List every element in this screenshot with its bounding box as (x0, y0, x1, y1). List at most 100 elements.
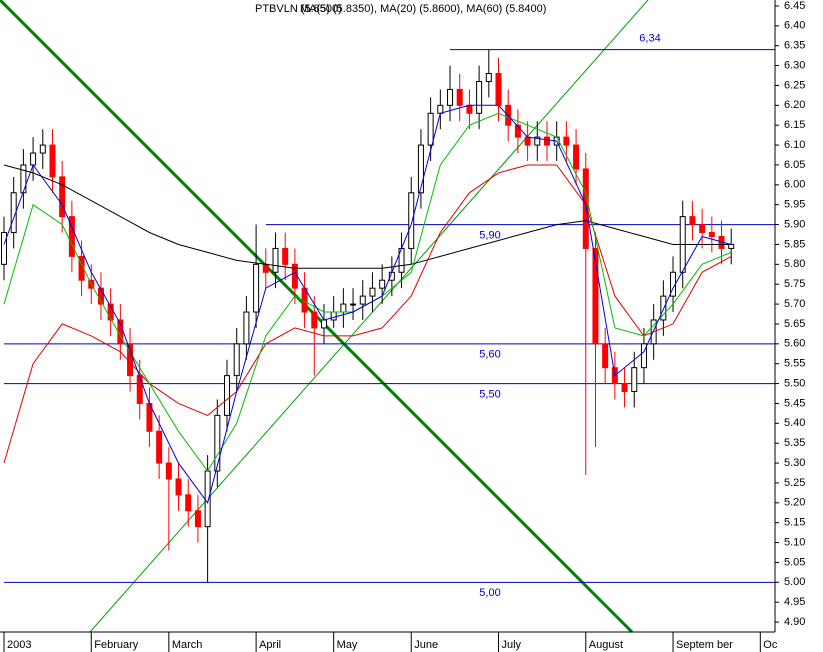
level-label: 5,60 (479, 349, 500, 361)
candle-body (204, 470, 211, 528)
candle-body (534, 136, 541, 146)
y-tick-label: 5.40 (784, 417, 805, 429)
y-tick-label: 6.45 (784, 0, 805, 12)
candle-body (573, 144, 580, 170)
x-tick-label: 2003 (7, 639, 31, 651)
candle-body (185, 494, 192, 512)
candle-body (30, 152, 37, 166)
y-tick-label: 6.25 (784, 79, 805, 91)
candle-body (262, 263, 269, 273)
x-tick-label: April (259, 639, 281, 651)
ma-line (3, 164, 732, 464)
candle-body (699, 224, 706, 234)
candle-body (39, 144, 46, 154)
y-tick-label: 5.55 (784, 358, 805, 370)
x-tick-label: Oc (763, 639, 778, 651)
candle-body (282, 247, 289, 265)
y-tick-label: 5.05 (784, 556, 805, 568)
y-tick-label: 5.15 (784, 517, 805, 529)
y-tick-label: 5.35 (784, 437, 805, 449)
y-tick-label: 5.10 (784, 536, 805, 548)
y-tick-label: 6.30 (784, 59, 805, 71)
y-tick-label: 5.90 (784, 218, 805, 230)
level-label: 5,50 (479, 388, 500, 400)
y-tick-label: 5.00 (784, 576, 805, 588)
x-tick-label: February (94, 639, 139, 651)
candle-body (640, 343, 647, 369)
y-tick-label: 5.70 (784, 298, 805, 310)
candle-body (485, 73, 492, 82)
candle-body (602, 343, 609, 369)
candle-body (379, 279, 386, 289)
candle-body (272, 247, 279, 273)
candle-body (563, 136, 570, 146)
x-tick-label: July (502, 639, 522, 651)
candle-body (369, 287, 376, 297)
candle-body (136, 375, 143, 404)
y-tick-label: 6.35 (784, 40, 805, 52)
candle-body (1, 232, 7, 265)
ma-line (3, 104, 732, 504)
candle-body (10, 192, 17, 234)
candle-body (631, 367, 638, 393)
y-tick-label: 5.75 (784, 278, 805, 290)
candle-body (224, 375, 231, 416)
candle-body (582, 168, 589, 249)
candle-body (592, 247, 599, 345)
y-tick-label: 6.10 (784, 139, 805, 151)
y-tick-label: 5.20 (784, 497, 805, 509)
candle-body (175, 478, 182, 496)
candle-body (514, 124, 521, 138)
y-tick-label: 5.85 (784, 238, 805, 250)
y-tick-label: 5.30 (784, 457, 805, 469)
y-tick-label: 5.60 (784, 338, 805, 350)
y-tick-label: 4.95 (784, 596, 805, 608)
y-tick-label: 5.45 (784, 397, 805, 409)
trend-line (89, 0, 649, 633)
candle-body (660, 295, 667, 321)
candle-body (233, 343, 240, 377)
x-tick-label: May (337, 639, 358, 651)
candle-body (243, 311, 250, 345)
candle-body (417, 144, 424, 194)
candle-body (728, 243, 735, 249)
y-tick-label: 6.05 (784, 159, 805, 171)
candle-body (20, 164, 27, 194)
candle-body (156, 430, 163, 464)
candle-body (689, 216, 696, 226)
candle-body (320, 319, 327, 329)
chart-title: PTBVLN (5.8500) (255, 3, 342, 15)
candle-body (466, 104, 473, 114)
y-tick-label: 6.15 (784, 119, 805, 131)
level-label: 5,90 (479, 229, 500, 241)
candle-body (408, 192, 415, 249)
candle-body (524, 136, 531, 146)
x-tick-label: August (589, 639, 623, 651)
x-tick-label: Septem ber (676, 639, 733, 651)
candle-body (330, 311, 337, 321)
candle-body (495, 73, 502, 106)
y-tick-label: 6.40 (784, 20, 805, 32)
y-tick-label: 5.50 (784, 377, 805, 389)
candle-body (437, 104, 444, 114)
chart-subtitle: MA(5) (5.8350), MA(20) (5.8600), MA(60) … (300, 3, 546, 15)
x-tick-label: March (172, 639, 203, 651)
x-tick-label: June (414, 639, 438, 651)
y-tick-label: 5.80 (784, 258, 805, 270)
level-label: 6,34 (639, 33, 660, 45)
level-label: 5,00 (479, 587, 500, 599)
candle-body (253, 263, 260, 313)
candle-body (311, 311, 318, 329)
y-tick-label: 5.95 (784, 199, 805, 211)
y-tick-label: 6.00 (784, 179, 805, 191)
candle-body (59, 176, 66, 218)
candle-body (447, 88, 454, 106)
y-tick-label: 6.20 (784, 99, 805, 111)
candle-body (49, 144, 56, 178)
candle-body (621, 383, 628, 393)
candle-body (194, 510, 201, 528)
candle-body (427, 112, 434, 146)
